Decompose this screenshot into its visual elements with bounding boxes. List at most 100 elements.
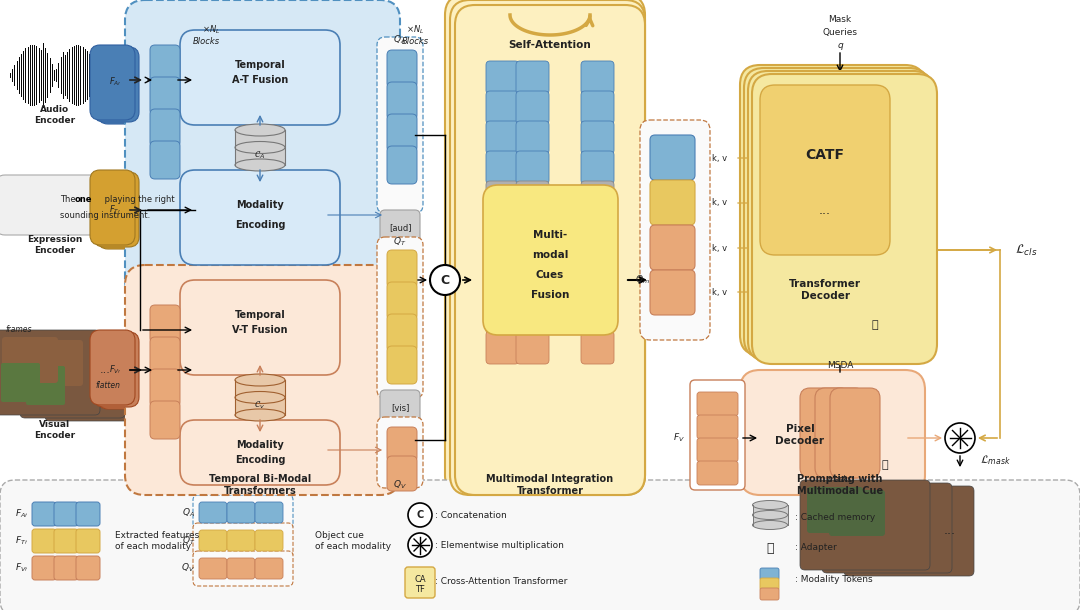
FancyBboxPatch shape xyxy=(581,181,615,214)
FancyBboxPatch shape xyxy=(180,170,340,265)
FancyBboxPatch shape xyxy=(227,530,255,551)
Text: Visual
Encoder: Visual Encoder xyxy=(35,420,76,440)
FancyBboxPatch shape xyxy=(650,180,696,225)
FancyBboxPatch shape xyxy=(32,556,56,580)
FancyBboxPatch shape xyxy=(387,250,417,288)
FancyBboxPatch shape xyxy=(516,331,549,364)
Text: A-T Fusion: A-T Fusion xyxy=(232,75,288,85)
Text: $\times N_L$: $\times N_L$ xyxy=(780,74,799,86)
Text: $F_{T\prime}$: $F_{T\prime}$ xyxy=(15,535,28,547)
Text: $Q_A$: $Q_A$ xyxy=(393,34,406,46)
FancyBboxPatch shape xyxy=(255,558,283,579)
FancyBboxPatch shape xyxy=(150,401,180,439)
Text: CATF: CATF xyxy=(806,148,845,162)
FancyBboxPatch shape xyxy=(445,0,645,495)
Text: : Cached memory: : Cached memory xyxy=(795,514,875,523)
FancyBboxPatch shape xyxy=(0,330,100,415)
FancyBboxPatch shape xyxy=(450,0,645,495)
Ellipse shape xyxy=(235,124,285,136)
Text: $F_V$: $F_V$ xyxy=(673,432,685,444)
FancyBboxPatch shape xyxy=(76,502,100,526)
FancyBboxPatch shape xyxy=(150,109,180,147)
Circle shape xyxy=(408,503,432,527)
Text: MSDA: MSDA xyxy=(827,361,853,370)
FancyBboxPatch shape xyxy=(831,388,880,478)
FancyBboxPatch shape xyxy=(905,280,935,325)
Text: q: q xyxy=(837,40,842,49)
FancyBboxPatch shape xyxy=(193,523,293,558)
Ellipse shape xyxy=(753,511,787,520)
FancyBboxPatch shape xyxy=(199,502,227,523)
FancyBboxPatch shape xyxy=(94,47,139,122)
FancyBboxPatch shape xyxy=(807,487,863,533)
Text: $Q_V$: $Q_V$ xyxy=(181,562,195,574)
Text: $\mathcal{C}_v$: $\mathcal{C}_v$ xyxy=(255,400,266,411)
FancyBboxPatch shape xyxy=(32,502,56,526)
FancyBboxPatch shape xyxy=(387,314,417,352)
FancyBboxPatch shape xyxy=(800,480,930,570)
FancyBboxPatch shape xyxy=(32,529,56,553)
Text: : Adapter: : Adapter xyxy=(795,544,837,553)
Text: $F_{A\prime}$: $F_{A\prime}$ xyxy=(15,508,28,520)
Text: CA: CA xyxy=(415,575,426,584)
FancyBboxPatch shape xyxy=(380,210,420,245)
FancyBboxPatch shape xyxy=(90,330,135,405)
FancyBboxPatch shape xyxy=(199,558,227,579)
FancyBboxPatch shape xyxy=(581,211,615,244)
FancyBboxPatch shape xyxy=(581,91,615,124)
Text: 🔥: 🔥 xyxy=(881,460,889,470)
FancyBboxPatch shape xyxy=(650,135,696,180)
FancyBboxPatch shape xyxy=(516,301,549,334)
Text: $F_{V\prime}$: $F_{V\prime}$ xyxy=(109,364,121,376)
FancyBboxPatch shape xyxy=(516,241,549,274)
Text: Temporal: Temporal xyxy=(234,310,285,320)
FancyBboxPatch shape xyxy=(829,490,885,536)
FancyBboxPatch shape xyxy=(740,370,924,495)
Text: sounding instrument.: sounding instrument. xyxy=(60,210,150,220)
Circle shape xyxy=(945,423,975,453)
FancyBboxPatch shape xyxy=(650,270,696,315)
FancyBboxPatch shape xyxy=(740,65,924,355)
FancyBboxPatch shape xyxy=(581,241,615,274)
Text: Expression
Encoder: Expression Encoder xyxy=(27,235,83,255)
FancyBboxPatch shape xyxy=(516,61,549,94)
FancyBboxPatch shape xyxy=(377,417,423,488)
Text: Encoding: Encoding xyxy=(234,455,285,465)
Ellipse shape xyxy=(235,159,285,171)
FancyBboxPatch shape xyxy=(54,502,78,526)
FancyBboxPatch shape xyxy=(180,30,340,125)
Text: $\mathcal{C}_A$: $\mathcal{C}_A$ xyxy=(255,149,266,161)
Text: k, v: k, v xyxy=(713,154,728,162)
Text: Object cue
of each modality: Object cue of each modality xyxy=(315,531,391,551)
Text: : Modality Tokens: : Modality Tokens xyxy=(795,575,873,584)
FancyBboxPatch shape xyxy=(2,337,58,383)
Text: Multi-: Multi- xyxy=(532,230,567,240)
Text: : Elementwise multiplication: : Elementwise multiplication xyxy=(435,540,564,550)
Text: Fusion: Fusion xyxy=(530,290,569,300)
FancyBboxPatch shape xyxy=(851,493,907,539)
Ellipse shape xyxy=(753,520,787,529)
Text: flatten: flatten xyxy=(95,381,120,390)
Text: $\times N_L$: $\times N_L$ xyxy=(202,24,220,36)
Text: ...: ... xyxy=(99,365,110,375)
Text: The: The xyxy=(60,195,78,204)
FancyBboxPatch shape xyxy=(905,235,935,280)
FancyBboxPatch shape xyxy=(387,346,417,384)
Ellipse shape xyxy=(235,409,285,421)
Circle shape xyxy=(408,533,432,557)
FancyBboxPatch shape xyxy=(581,271,615,304)
Text: V-T Fusion: V-T Fusion xyxy=(232,325,287,335)
FancyBboxPatch shape xyxy=(516,271,549,304)
Text: C: C xyxy=(417,510,423,520)
FancyBboxPatch shape xyxy=(581,121,615,154)
Text: $Q_V$: $Q_V$ xyxy=(393,479,407,491)
FancyBboxPatch shape xyxy=(377,37,423,213)
Text: [aud]: [aud] xyxy=(389,223,411,232)
Text: Modality: Modality xyxy=(237,440,284,450)
FancyBboxPatch shape xyxy=(760,85,890,255)
FancyBboxPatch shape xyxy=(94,172,139,247)
FancyBboxPatch shape xyxy=(52,343,108,389)
FancyBboxPatch shape xyxy=(26,366,65,405)
FancyBboxPatch shape xyxy=(180,280,340,375)
FancyBboxPatch shape xyxy=(744,68,929,358)
